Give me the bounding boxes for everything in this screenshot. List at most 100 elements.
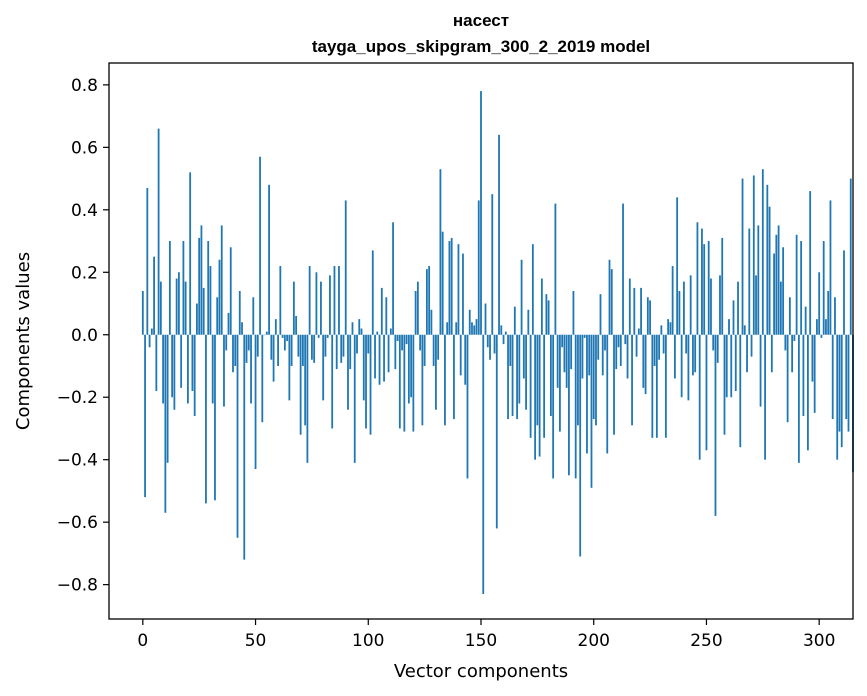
bar <box>635 334 638 357</box>
bar <box>340 334 343 363</box>
bar <box>705 334 708 451</box>
bar <box>200 225 203 335</box>
bar <box>283 334 286 351</box>
bar <box>746 334 748 373</box>
bar <box>631 334 633 426</box>
bar <box>752 175 755 335</box>
bar <box>265 331 268 335</box>
bar <box>730 334 733 398</box>
bar <box>177 272 180 335</box>
y-tick-label: −0.2 <box>57 388 98 408</box>
bar <box>820 334 823 338</box>
bar <box>444 334 446 426</box>
bar <box>556 334 559 388</box>
bar <box>218 259 221 335</box>
y-tick-label: 0.0 <box>71 326 98 346</box>
bar <box>462 253 464 335</box>
bar <box>777 225 780 335</box>
bar <box>563 334 566 373</box>
bar <box>712 334 715 351</box>
bar <box>315 272 318 335</box>
bar <box>351 322 354 335</box>
bar <box>477 200 480 335</box>
bar <box>536 334 539 426</box>
bar <box>599 294 602 335</box>
bar <box>687 334 690 401</box>
bar <box>380 287 383 335</box>
bar <box>604 334 606 351</box>
bar <box>651 334 654 438</box>
bar <box>633 287 636 335</box>
bar <box>748 228 751 335</box>
bar <box>475 319 478 335</box>
bar <box>509 334 512 366</box>
bar <box>606 334 609 454</box>
bar <box>568 334 570 476</box>
x-tick-label: 250 <box>690 631 722 651</box>
bar <box>437 334 440 360</box>
bar <box>292 281 295 335</box>
bar <box>254 334 257 470</box>
bar <box>157 128 160 335</box>
bar <box>743 325 746 335</box>
bar <box>642 334 645 388</box>
bar <box>750 334 753 357</box>
bar <box>676 197 679 335</box>
bar <box>207 241 210 335</box>
bar <box>547 300 550 335</box>
bar <box>410 334 413 398</box>
bar <box>696 222 699 335</box>
bar <box>653 334 656 366</box>
y-tick-label: −0.4 <box>57 451 98 471</box>
bar <box>281 334 284 338</box>
bar <box>369 334 372 435</box>
bar <box>637 328 640 335</box>
bar <box>586 334 588 454</box>
bar <box>484 303 487 335</box>
bar <box>739 334 742 448</box>
bar <box>825 319 827 335</box>
bar <box>759 334 762 407</box>
bar <box>692 334 694 376</box>
bar <box>335 334 338 370</box>
x-tick-label: 300 <box>803 631 835 651</box>
bar <box>667 319 670 335</box>
bar <box>146 187 149 335</box>
bar <box>502 334 505 345</box>
bar <box>689 275 692 335</box>
bar <box>493 334 496 354</box>
bar <box>243 334 246 560</box>
bar <box>202 287 205 335</box>
bar <box>703 244 706 335</box>
bar <box>845 334 848 420</box>
bar <box>834 297 836 335</box>
bar <box>297 334 300 357</box>
bar <box>495 334 498 529</box>
bar <box>511 334 514 416</box>
bar <box>299 334 302 435</box>
bar <box>552 334 555 479</box>
bar <box>324 334 327 357</box>
bar <box>622 203 624 335</box>
bar <box>540 278 543 335</box>
bar <box>671 266 674 335</box>
bar <box>256 334 259 357</box>
bar <box>358 319 361 335</box>
bar <box>723 334 726 435</box>
bar <box>448 241 451 335</box>
bar <box>331 334 334 429</box>
bar <box>827 291 830 335</box>
bar <box>376 331 379 335</box>
bar <box>432 334 435 366</box>
y-tick-label: 0.6 <box>71 138 98 158</box>
bar <box>683 281 685 335</box>
bar <box>734 334 737 391</box>
bar <box>788 297 791 335</box>
bar <box>313 334 316 363</box>
bar <box>175 278 178 335</box>
y-axis-ticks: 0.8 0.6 0.4 0.2 0.0 −0.2 −0.4 −0.6 −0.8 <box>57 76 109 596</box>
bar <box>764 334 766 460</box>
bar <box>486 334 489 348</box>
bar <box>489 334 491 360</box>
bar <box>468 309 471 335</box>
